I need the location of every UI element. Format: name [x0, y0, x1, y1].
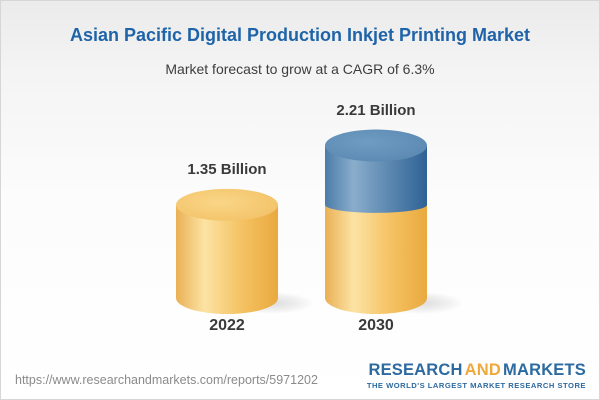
chart-subtitle: Market forecast to grow at a CAGR of 6.3…: [165, 60, 435, 77]
chart-title: Asian Pacific Digital Production Inkjet …: [69, 25, 531, 45]
logo-word-and: AND: [464, 360, 502, 379]
value-label-2030: 2.21 Billion: [336, 101, 416, 119]
research-and-markets-logo[interactable]: RESEARCH AND MARKETS THE WORLD'S LARGEST M…: [366, 360, 586, 390]
cylinder-segment-2030-yellow: [325, 204, 427, 314]
logo-wordmark: RESEARCH AND MARKETS: [367, 360, 586, 379]
cylinder-top-2022: [176, 188, 278, 221]
cylinder-segment-2022-yellow: [176, 204, 278, 314]
logo-word-research: RESEARCH: [368, 360, 463, 379]
logo-word-markets: MARKETS: [503, 360, 586, 379]
cylinder-top-2030: [325, 129, 427, 162]
category-label-2022: 2022: [209, 317, 245, 334]
chart-header: Asian Pacific Digital Production Inkjet …: [1, 25, 599, 77]
category-label-2030: 2030: [358, 317, 394, 334]
logo-tagline: THE WORLD'S LARGEST MARKET RESEARCH STOR…: [366, 381, 586, 390]
report-url-link[interactable]: https://www.researchandmarkets.com/repor…: [15, 373, 318, 387]
value-label-2022: 1.35 Billion: [187, 160, 267, 178]
cylinder-segment-2030-blue: [325, 145, 427, 213]
